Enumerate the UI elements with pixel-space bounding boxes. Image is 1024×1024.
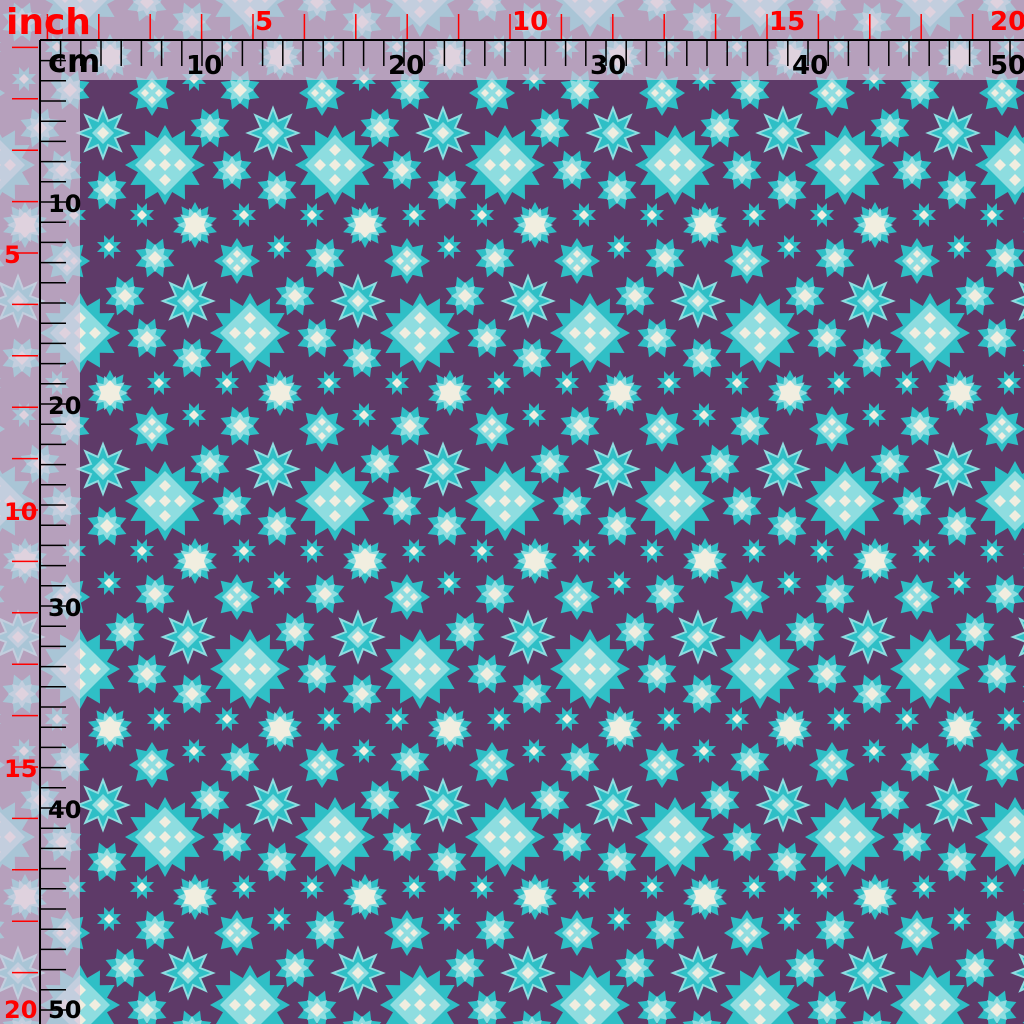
top-cm-label: 30 [590,51,626,81]
cm-unit-label: cm [48,42,100,80]
left-cm-label: 50 [48,996,81,1024]
top-inch-label: 20 [990,7,1024,37]
left-cm-label: 10 [48,190,81,218]
top-inch-label: 10 [512,7,548,37]
left-inch-label: 15 [4,755,37,783]
left-cm-label: 20 [48,392,81,420]
top-cm-label: 50 [990,51,1024,81]
top-cm-label: 40 [792,51,828,81]
left-inch-label: 5 [4,241,21,269]
top-inch-label: 5 [255,7,273,37]
top-cm-label: 20 [388,51,424,81]
inch-unit-label: inch [6,2,91,43]
left-cm-label: 30 [48,594,81,622]
left-inch-label: 10 [4,498,37,526]
top-inch-label: 15 [769,7,805,37]
left-inch-label: 20 [4,996,37,1024]
left-cm-label: 40 [48,796,81,824]
top-cm-label: 10 [186,51,222,81]
